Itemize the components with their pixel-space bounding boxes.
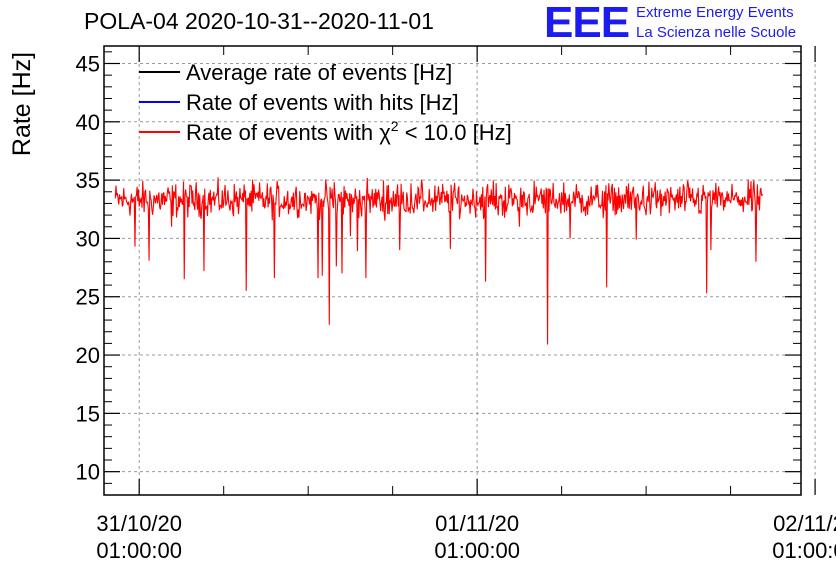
- series-layer: [114, 177, 764, 345]
- eee-logo-line2: La Scienza nelle Scuole: [636, 24, 797, 41]
- y-tick-label: 20: [76, 343, 100, 368]
- x-tick-label-time: 01:00:00: [96, 538, 182, 563]
- y-tick-label: 35: [76, 168, 100, 193]
- x-tick-labels: 31/10/2001:00:0001/11/2001:00:0002/11/20…: [96, 511, 836, 563]
- legend: Average rate of events [Hz] Rate of event…: [139, 60, 512, 145]
- eee-logo: EEE: [544, 0, 630, 47]
- y-tick-label: 30: [76, 226, 100, 251]
- legend-label: Rate of events with hits [Hz]: [186, 90, 459, 115]
- ticks: [104, 46, 816, 496]
- grid: [104, 46, 816, 495]
- legend-label: Average rate of events [Hz]: [186, 60, 452, 85]
- y-tick-labels: 10 15 20 25 30 35 40 45: [76, 51, 100, 484]
- y-axis-label: Rate [Hz]: [8, 52, 36, 156]
- x-tick-label-date: 31/10/20: [96, 511, 182, 536]
- legend-label: Rate of events with χ2 < 10.0 [Hz]: [186, 118, 512, 145]
- x-tick-label-date: 01/11/20: [435, 511, 519, 536]
- chart-title: POLA-04 2020-10-31--2020-11-01: [84, 8, 434, 34]
- y-tick-label: 25: [76, 285, 100, 310]
- x-tick-label-time: 01:00:00: [434, 538, 520, 563]
- y-tick-label: 40: [76, 110, 100, 135]
- x-tick-label-date: 02/11/20: [773, 511, 836, 536]
- y-tick-label: 45: [76, 51, 100, 76]
- x-tick-label-time: 01:00:00: [772, 538, 836, 563]
- eee-logo-line1: Extreme Energy Events: [636, 4, 794, 21]
- y-tick-label: 10: [76, 460, 100, 485]
- y-tick-label: 15: [76, 401, 100, 426]
- plot-frame: [103, 45, 802, 496]
- series-line-chi2: [114, 177, 764, 345]
